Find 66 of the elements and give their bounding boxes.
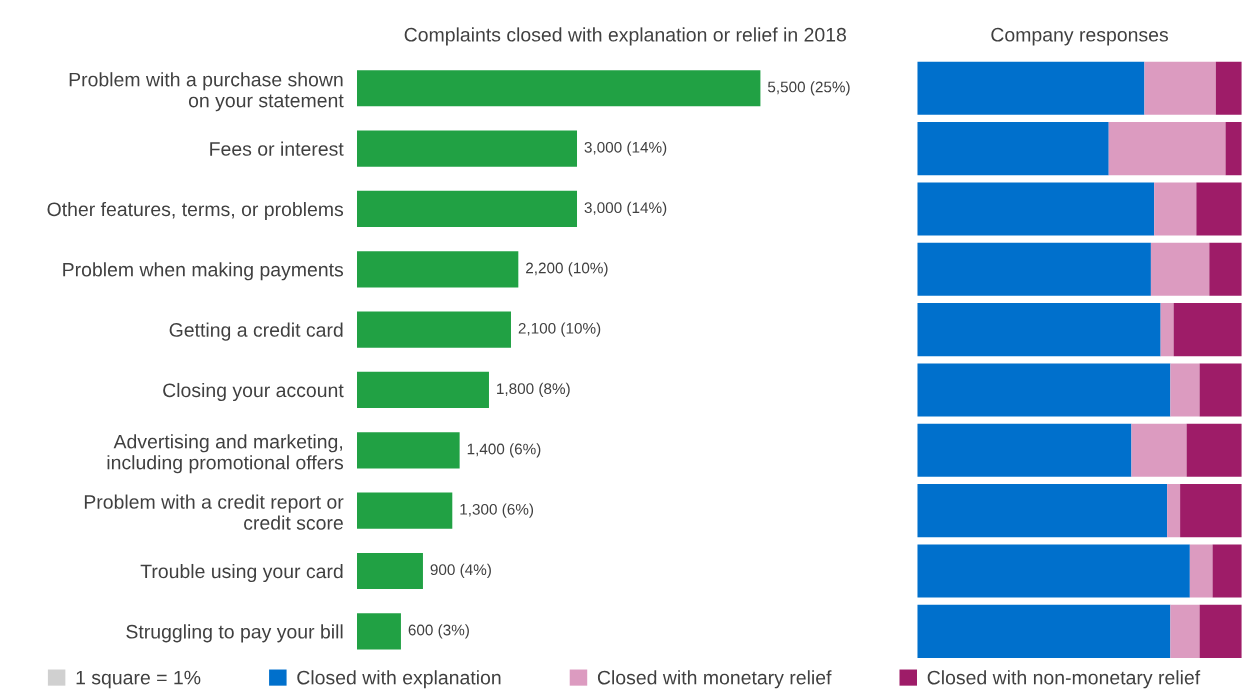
bar — [917, 423, 1132, 477]
bar — [917, 544, 1190, 598]
y-tick-label: Problem with a purchase shown on your statement — [69, 72, 344, 112]
bar — [356, 190, 578, 228]
bar — [917, 303, 1161, 357]
chart-title: Complaints closed with explanation or relief in 2018 — [404, 27, 846, 46]
bar — [356, 251, 519, 288]
bar — [356, 432, 460, 469]
bar — [1150, 242, 1210, 296]
data-label: 3,000 (14%) — [584, 141, 667, 156]
bar — [1196, 182, 1242, 236]
bar — [1215, 61, 1242, 115]
y-tick-label: Problem with a credit report or credit score — [84, 494, 344, 530]
text: 1 square = 1% — [76, 670, 201, 689]
bar — [1131, 423, 1187, 477]
bar — [356, 311, 511, 348]
bar — [1199, 363, 1242, 417]
data-label: 1,300 (6%) — [460, 503, 534, 518]
bar — [917, 604, 1171, 658]
bar — [917, 363, 1171, 417]
y-tick-label: Getting a credit card — [169, 322, 343, 341]
bar — [1108, 122, 1226, 176]
y-tick-label: Closing your account — [163, 382, 344, 402]
chart-title: Company responses — [991, 27, 1168, 46]
data-label: 1,800 (8%) — [497, 382, 570, 398]
bar — [356, 492, 453, 529]
y-tick-label: Other features, terms, or problems — [47, 201, 344, 221]
bar — [1170, 604, 1200, 658]
data-label: 2,200 (10%) — [526, 262, 608, 277]
bar — [356, 70, 761, 107]
y-tick-label: Fees or interest — [210, 141, 344, 156]
legend-label: Closed with non-monetary relief — [927, 670, 1201, 689]
bar — [1173, 303, 1242, 357]
bar — [1144, 61, 1216, 115]
data-label: 900 (4%) — [430, 563, 491, 579]
bar — [917, 484, 1168, 538]
data-label: 1,400 (6%) — [467, 443, 541, 458]
y-tick-label: Advertising and marketing, including promotional offers — [107, 434, 344, 474]
data-label: 2,100 (10%) — [518, 322, 601, 337]
legend-label: Closed with explanation — [297, 670, 501, 689]
bar — [1186, 423, 1242, 477]
bar — [1199, 604, 1242, 658]
bar — [1225, 122, 1242, 176]
bar — [1180, 484, 1242, 538]
data-label: 5,500 (25%) — [767, 81, 850, 96]
bar — [1170, 363, 1200, 417]
bar — [917, 61, 1145, 115]
bar — [917, 242, 1151, 296]
bar — [1209, 242, 1242, 296]
bar — [356, 371, 489, 409]
data-label: 3,000 (14%) — [584, 201, 667, 217]
legend-label: Closed with monetary relief — [597, 670, 832, 689]
y-tick-label: Struggling to pay your bill — [126, 624, 343, 643]
bar — [356, 130, 578, 167]
bar — [356, 552, 423, 590]
bar — [1212, 544, 1242, 598]
bar — [1167, 484, 1181, 538]
bar — [1189, 544, 1213, 598]
y-tick-label: Trouble using your card — [140, 563, 343, 583]
bar — [917, 182, 1155, 236]
bar — [356, 613, 401, 650]
bar — [917, 122, 1109, 176]
bar — [1160, 303, 1174, 357]
data-label: 600 (3%) — [408, 624, 469, 639]
y-tick-label: Problem when making payments — [63, 262, 344, 281]
bar — [1154, 182, 1197, 236]
